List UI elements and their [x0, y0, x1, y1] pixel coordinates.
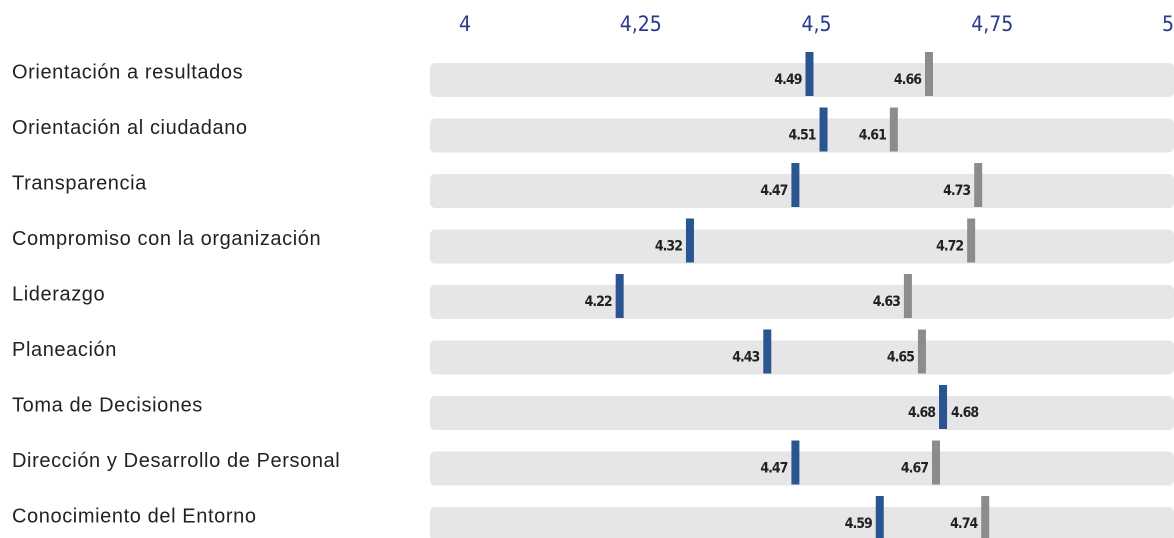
value-label: 4.68	[908, 405, 935, 421]
marker	[819, 107, 828, 152]
row-track	[430, 340, 1174, 375]
row-track	[430, 507, 1174, 538]
category-label: Conocimiento del Entorno	[12, 505, 257, 527]
value-label: 4.68	[951, 405, 978, 421]
category-label: Dirección y Desarrollo de Personal	[12, 450, 340, 472]
value-label: 4.59	[845, 516, 872, 532]
value-label: 4.73	[943, 183, 970, 199]
marker	[791, 440, 800, 485]
marker	[939, 385, 948, 429]
marker	[615, 274, 624, 318]
category-label: Toma de Decisiones	[12, 394, 203, 416]
category-label: Orientación al ciudadano	[12, 117, 248, 139]
marker	[791, 163, 800, 207]
value-label: 4.47	[760, 461, 787, 477]
value-label: 4.61	[859, 128, 886, 144]
marker	[875, 496, 884, 538]
value-label: 4.49	[774, 72, 801, 88]
marker	[967, 218, 976, 263]
category-label: Orientación a resultados	[12, 61, 243, 83]
category-label: Liderazgo	[12, 283, 105, 305]
x-tick-label: 4,5	[801, 12, 831, 36]
category-label: Transparencia	[12, 172, 147, 194]
value-label: 4.63	[873, 294, 900, 310]
value-label: 4.67	[901, 461, 928, 477]
marker	[763, 329, 772, 374]
value-label: 4.65	[887, 350, 914, 366]
marker	[974, 163, 983, 207]
marker	[685, 218, 694, 263]
value-label: 4.22	[585, 294, 612, 310]
marker	[924, 52, 933, 96]
marker	[917, 329, 926, 374]
x-tick-label: 5	[1162, 12, 1174, 36]
marker	[805, 52, 814, 96]
row-track	[430, 396, 1174, 430]
value-label: 4.72	[936, 239, 963, 255]
value-label: 4.66	[894, 72, 922, 88]
row-track	[430, 285, 1174, 319]
marker	[981, 496, 990, 538]
row-track	[430, 451, 1174, 486]
x-tick-label: 4,25	[620, 12, 662, 36]
row-track	[430, 229, 1174, 264]
x-tick-label: 4,75	[971, 12, 1013, 36]
marker	[889, 107, 898, 152]
category-label: Compromiso con la organización	[12, 228, 321, 250]
row-track	[430, 118, 1174, 153]
marker	[903, 274, 912, 318]
value-label: 4.43	[732, 350, 759, 366]
category-label: Planeación	[12, 339, 117, 361]
value-label: 4.47	[760, 183, 787, 199]
value-label: 4.32	[655, 239, 682, 255]
row-track	[430, 63, 1174, 97]
marker	[932, 440, 941, 485]
value-label: 4.51	[788, 128, 815, 144]
row-track	[430, 174, 1174, 208]
x-tick-label: 4	[459, 12, 471, 36]
value-label: 4.74	[950, 516, 978, 532]
